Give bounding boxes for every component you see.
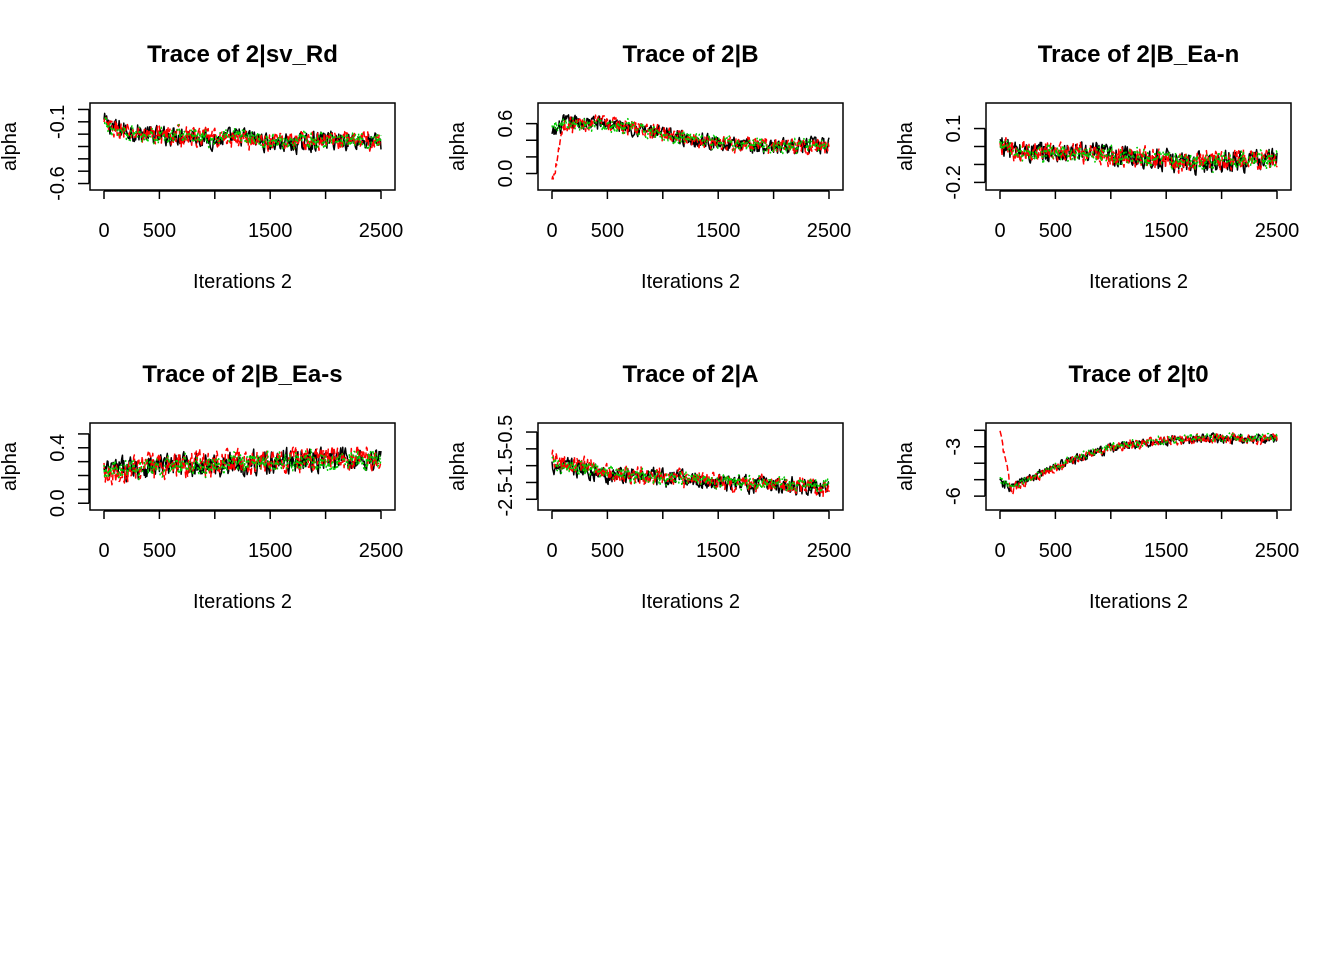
panel-title: Trace of 2|B (622, 41, 758, 68)
x-axis: 0 500 1500 2500 (546, 190, 852, 242)
x-tick-label: 500 (143, 220, 176, 242)
x-axis-label: Iterations 2 (641, 591, 740, 613)
y-tick-label: -0.1 (47, 105, 69, 139)
trace-panels: Trace of 2|sv_Rd 0 500 1500 2500 Iterations 2… (0, 41, 1299, 613)
panel-title: Trace of 2|B_Ea-n (1038, 41, 1239, 68)
trace-chain-3 (999, 432, 1278, 489)
panel-title: Trace of 2|t0 (1068, 361, 1208, 388)
y-tick-label: -0.2 (943, 165, 965, 199)
plot-frame (985, 102, 1292, 191)
x-tick-label: 0 (994, 540, 1005, 562)
y-tick-label: 0.6 (495, 110, 517, 138)
trace-lines (103, 444, 382, 486)
x-axis-label: Iterations 2 (1089, 271, 1188, 293)
x-tick-label: 1500 (248, 220, 293, 242)
x-tick-label: 1500 (248, 540, 293, 562)
x-axis-label: Iterations 2 (193, 591, 292, 613)
plot-frame (89, 102, 396, 191)
x-axis: 0 500 1500 2500 (994, 190, 1300, 242)
y-tick-label: 0.0 (47, 489, 69, 517)
plot-frame (985, 422, 1292, 511)
panel-title: Trace of 2|A (622, 361, 758, 388)
y-tick-label: -3 (943, 438, 965, 456)
x-tick-label: 0 (546, 220, 557, 242)
x-tick-label: 1500 (1144, 540, 1189, 562)
x-tick-label: 2500 (359, 220, 404, 242)
x-axis-label: Iterations 2 (193, 271, 292, 293)
trace-panel-1: Trace of 2|sv_Rd 0 500 1500 2500 Iterations 2… (0, 41, 403, 293)
trace-chain-3 (103, 115, 382, 150)
x-axis: 0 500 1500 2500 (546, 510, 852, 562)
y-axis-label: alpha (447, 441, 469, 491)
x-axis: 0 500 1500 2500 (98, 190, 404, 242)
y-axis: 0.0 0.6 (495, 110, 538, 188)
trace-panel-3: Trace of 2|B_Ea-n 0 500 1500 2500 Iterations … (895, 41, 1299, 293)
trace-chain-2 (551, 114, 830, 180)
x-tick-label: 1500 (1144, 220, 1189, 242)
trace-chain-3 (551, 456, 830, 494)
y-axis: -2.5-1.5-0.5 (495, 415, 538, 517)
trace-lines (999, 430, 1278, 496)
trace-chain-3 (551, 117, 830, 155)
trace-lines (551, 114, 830, 180)
x-axis: 0 500 1500 2500 (98, 510, 404, 562)
trace-lines (551, 449, 830, 498)
y-tick-label: 0.1 (943, 115, 965, 143)
x-axis: 0 500 1500 2500 (994, 510, 1300, 562)
x-tick-label: 500 (143, 540, 176, 562)
trace-lines (999, 136, 1278, 176)
y-axis-label: alpha (895, 441, 917, 491)
y-tick-label: 0.4 (47, 434, 69, 462)
x-tick-label: 2500 (1255, 220, 1300, 242)
x-axis-label: Iterations 2 (1089, 591, 1188, 613)
panel-title: Trace of 2|B_Ea-s (142, 361, 342, 388)
x-tick-label: 2500 (359, 540, 404, 562)
trace-panel-4: Trace of 2|B_Ea-s 0 500 1500 2500 Iterations … (0, 361, 403, 613)
trace-chain-2 (999, 430, 1278, 496)
trace-panel-5: Trace of 2|A 0 500 1500 2500 Iterations 2 -2.5… (447, 361, 851, 613)
y-axis: -6 -3 (943, 429, 986, 505)
y-axis-label: alpha (0, 441, 21, 491)
y-tick-label: 0.0 (495, 160, 517, 188)
y-tick-label: -1.5 (495, 448, 517, 482)
y-axis-label: alpha (0, 121, 21, 171)
x-tick-label: 500 (1039, 220, 1072, 242)
panel-title: Trace of 2|sv_Rd (147, 41, 338, 68)
x-tick-label: 2500 (807, 540, 852, 562)
y-tick-label: -0.6 (47, 166, 69, 200)
y-axis: 0.0 0.4 (47, 433, 90, 517)
x-tick-label: 2500 (1255, 540, 1300, 562)
x-axis-label: Iterations 2 (641, 271, 740, 293)
x-tick-label: 500 (591, 540, 624, 562)
x-tick-label: 0 (98, 540, 109, 562)
x-tick-label: 1500 (696, 220, 741, 242)
plot-frame (537, 102, 844, 191)
x-tick-label: 1500 (696, 540, 741, 562)
trace-chain-3 (999, 140, 1278, 174)
trace-lines (103, 112, 382, 156)
x-tick-label: 500 (591, 220, 624, 242)
x-tick-label: 0 (994, 220, 1005, 242)
y-tick-label: -6 (943, 487, 965, 505)
y-axis-label: alpha (447, 121, 469, 171)
trace-chain-3 (103, 447, 382, 481)
x-tick-label: 0 (98, 220, 109, 242)
y-axis: -0.6 -0.1 (47, 105, 90, 201)
y-axis: -0.2 0.1 (943, 115, 986, 200)
x-tick-label: 500 (1039, 540, 1072, 562)
x-tick-label: 2500 (807, 220, 852, 242)
y-tick-label: -0.5 (495, 415, 517, 449)
y-axis-label: alpha (895, 121, 917, 171)
trace-chain-2 (103, 444, 382, 486)
plot-frame (537, 422, 844, 511)
plot-frame (89, 422, 396, 511)
x-tick-label: 0 (546, 540, 557, 562)
y-tick-label: -2.5 (495, 482, 517, 516)
